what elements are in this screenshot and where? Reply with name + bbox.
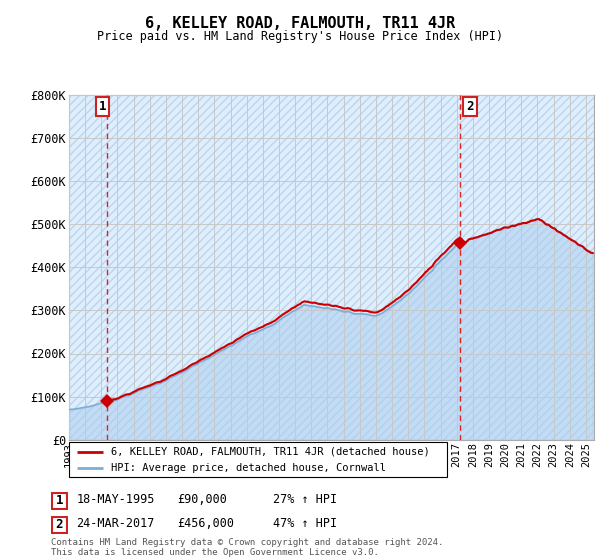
FancyBboxPatch shape — [52, 493, 67, 508]
Text: 2: 2 — [56, 518, 63, 531]
Text: 6, KELLEY ROAD, FALMOUTH, TR11 4JR (detached house): 6, KELLEY ROAD, FALMOUTH, TR11 4JR (deta… — [110, 447, 430, 457]
Text: 6, KELLEY ROAD, FALMOUTH, TR11 4JR: 6, KELLEY ROAD, FALMOUTH, TR11 4JR — [145, 16, 455, 31]
Text: 24-MAR-2017: 24-MAR-2017 — [76, 517, 155, 530]
Text: 1: 1 — [99, 100, 106, 113]
FancyBboxPatch shape — [69, 442, 447, 477]
Text: £90,000: £90,000 — [177, 493, 227, 506]
Text: 27% ↑ HPI: 27% ↑ HPI — [273, 493, 337, 506]
Text: 47% ↑ HPI: 47% ↑ HPI — [273, 517, 337, 530]
Text: 18-MAY-1995: 18-MAY-1995 — [76, 493, 155, 506]
Text: Price paid vs. HM Land Registry's House Price Index (HPI): Price paid vs. HM Land Registry's House … — [97, 30, 503, 43]
Text: 2: 2 — [466, 100, 474, 113]
Text: Contains HM Land Registry data © Crown copyright and database right 2024.
This d: Contains HM Land Registry data © Crown c… — [51, 538, 443, 557]
Text: £456,000: £456,000 — [177, 517, 234, 530]
FancyBboxPatch shape — [52, 517, 67, 533]
Text: 1: 1 — [56, 494, 63, 507]
Text: HPI: Average price, detached house, Cornwall: HPI: Average price, detached house, Corn… — [110, 463, 386, 473]
